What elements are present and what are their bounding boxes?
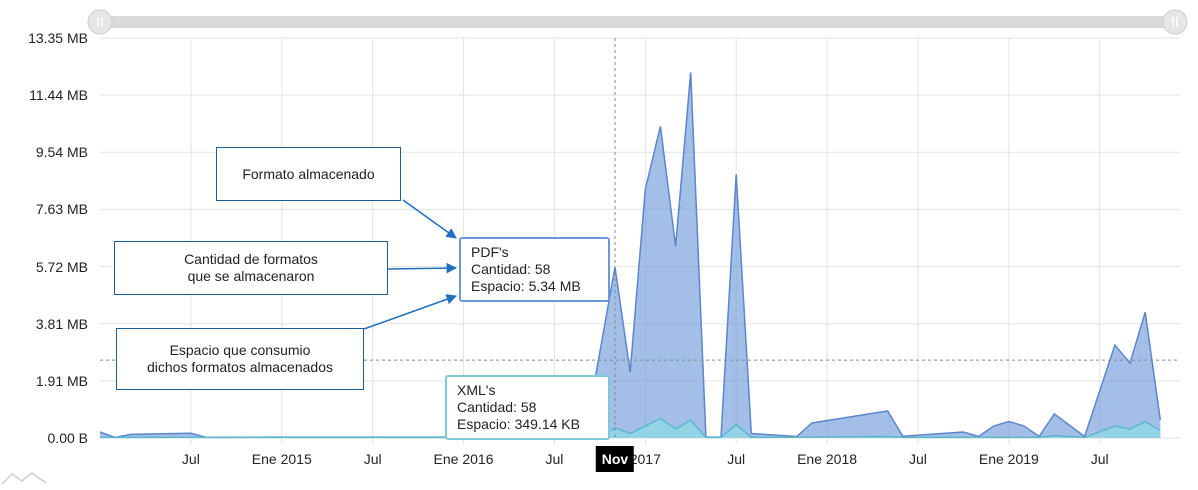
series-layer <box>99 72 1162 439</box>
annotation-cantidad-line1: Cantidad de formatos <box>184 251 318 267</box>
annotation-espacio-line1: Espacio que consumio <box>169 342 311 358</box>
x-tick-label: 2017 <box>629 451 661 467</box>
y-tick-label: 5.72 MB <box>35 258 88 275</box>
scrollbar-left-grip[interactable] <box>87 9 113 35</box>
tooltip-xml-count: Cantidad: 58 <box>457 399 537 415</box>
x-tick-label: Ene 2015 <box>251 451 312 467</box>
x-tick-label: Ene 2018 <box>797 451 858 467</box>
tooltip-xml-space: Espacio: 349.14 KB <box>457 416 580 432</box>
annotation-arrows <box>363 199 458 330</box>
annotation-formato-text: Formato almacenado <box>242 165 375 182</box>
scrollbar[interactable] <box>87 9 1188 35</box>
arrow-espacio <box>363 294 457 330</box>
series-1-line <box>100 417 1161 439</box>
annotation-espacio-line2: dichos formatos almacenados <box>147 359 333 375</box>
tooltip-pdf-count: Cantidad: 58 <box>471 261 551 277</box>
cursor-x-label: Nov <box>595 446 635 472</box>
x-tick-label: Ene 2019 <box>978 451 1039 467</box>
scrollbar-track[interactable] <box>100 16 1175 28</box>
y-tick-label: 7.63 MB <box>35 201 88 218</box>
tooltip-pdf-title: PDF's <box>471 244 509 260</box>
x-tick-label: Jul <box>181 451 200 467</box>
annotation-formato: Formato almacenado <box>216 147 401 201</box>
y-tick-label: 13.35 MB <box>28 30 88 46</box>
arrow-formato <box>402 199 457 239</box>
y-tick-label: 0.00 B <box>47 430 88 446</box>
x-tick-label: Jul <box>363 451 382 467</box>
x-tick-label: Jul <box>727 451 746 467</box>
annotation-espacio: Espacio que consumio dichos formatos alm… <box>116 328 364 390</box>
tooltip-xml: XML's Cantidad: 58 Espacio: 349.14 KB <box>445 375 610 440</box>
scrollbar-right-grip[interactable] <box>1162 9 1188 35</box>
x-tick-label: Jul <box>1090 451 1109 467</box>
tooltip-xml-title: XML's <box>457 382 496 398</box>
annotation-cantidad: Cantidad de formatos que se almacenaron <box>114 241 388 295</box>
tooltip-pdf-space: Espacio: 5.34 MB <box>471 278 581 294</box>
x-tick-label: Ene 2016 <box>433 451 494 467</box>
y-tick-label: 3.81 MB <box>35 315 88 332</box>
annotation-cantidad-line2: que se almacenaron <box>187 268 315 284</box>
x-tick-label: Jul <box>545 451 564 467</box>
arrow-cantidad <box>387 262 458 274</box>
x-tick-label: Jul <box>908 451 927 467</box>
y-tick-label: 1.91 MB <box>35 372 88 389</box>
tooltip-pdf: PDF's Cantidad: 58 Espacio: 5.34 MB <box>459 237 610 302</box>
y-tick-label: 11.44 MB <box>29 87 88 104</box>
chart-logo-icon <box>1 472 47 485</box>
y-tick-label: 9.54 MB <box>35 144 88 161</box>
